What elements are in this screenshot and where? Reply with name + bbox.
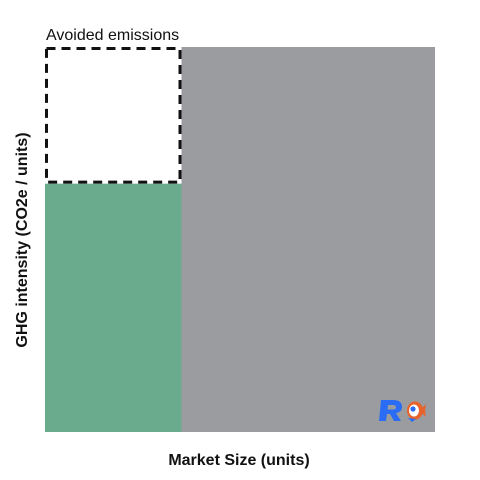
regions-layer: [45, 47, 435, 432]
company-product-region: [45, 183, 182, 432]
x-axis-title: Market Size (units): [168, 452, 309, 469]
market-region: [181, 47, 435, 432]
avoided-emissions-region: [45, 47, 182, 184]
logo-r-mark: [379, 400, 402, 421]
y-axis-title: GHG intensity (CO2e / units): [14, 132, 31, 347]
logo-fish-mark: [407, 401, 426, 422]
avoided-emissions-label: Avoided emissions: [46, 27, 179, 44]
brand-logo: [379, 400, 426, 422]
